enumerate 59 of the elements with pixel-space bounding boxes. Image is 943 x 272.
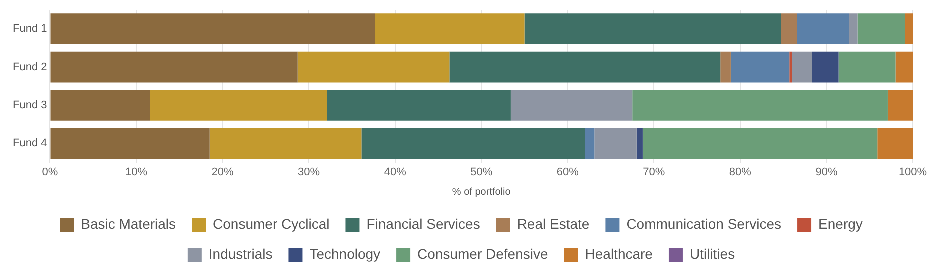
bar bbox=[792, 52, 812, 83]
x-tick-label: 10% bbox=[126, 166, 148, 178]
bar bbox=[896, 52, 913, 83]
bar bbox=[150, 90, 328, 121]
bar bbox=[730, 52, 790, 83]
x-tick-label: 50% bbox=[470, 166, 493, 178]
bar bbox=[632, 90, 888, 121]
bar bbox=[298, 52, 450, 83]
bar bbox=[720, 52, 731, 83]
bar bbox=[524, 14, 781, 45]
x-tick-label: 90% bbox=[816, 166, 838, 178]
bar bbox=[50, 90, 150, 121]
bar bbox=[642, 128, 878, 160]
bar bbox=[327, 90, 511, 121]
bar bbox=[362, 128, 586, 160]
bar bbox=[905, 14, 913, 45]
legend-label: Financial Services bbox=[366, 216, 480, 232]
legend-label: Healthcare bbox=[585, 246, 654, 262]
bar bbox=[636, 128, 643, 160]
x-tick-label: 30% bbox=[298, 166, 320, 178]
x-axis-title: % of portfolio bbox=[452, 186, 512, 198]
bar bbox=[376, 14, 525, 45]
y-tick-label: Fund 2 bbox=[12, 61, 48, 74]
legend-label: Communication Services bbox=[626, 216, 782, 232]
x-tick-label: 40% bbox=[384, 166, 407, 178]
bar bbox=[858, 14, 906, 45]
bar bbox=[585, 128, 595, 160]
bar bbox=[210, 128, 362, 160]
x-tick-label: 70% bbox=[643, 166, 666, 178]
legend-label: Real Estate bbox=[517, 216, 590, 232]
bar bbox=[594, 128, 637, 160]
bar bbox=[50, 52, 298, 83]
x-tick-label: 20% bbox=[212, 166, 234, 178]
legend-label: Consumer Defensive bbox=[418, 246, 548, 262]
y-tick-label: Fund 3 bbox=[12, 100, 48, 112]
bar bbox=[510, 90, 633, 121]
bar bbox=[450, 52, 721, 83]
bar bbox=[50, 14, 376, 45]
legend-label: Consumer Cyclical bbox=[213, 216, 330, 232]
legend-label: Utilities bbox=[690, 246, 736, 262]
legend-label: Basic Materials bbox=[81, 216, 176, 232]
y-tick-label: Fund 1 bbox=[12, 23, 48, 36]
legend-label: Energy bbox=[818, 216, 863, 232]
x-tick-label: 60% bbox=[556, 166, 580, 178]
legend-label: Industrials bbox=[208, 246, 273, 262]
bar bbox=[797, 14, 850, 45]
bar bbox=[878, 128, 913, 160]
y-tick-label: Fund 4 bbox=[12, 138, 48, 150]
x-tick-label: 0% bbox=[42, 166, 58, 178]
bar bbox=[888, 90, 913, 121]
legend-label: Technology bbox=[310, 246, 381, 262]
bar bbox=[849, 14, 858, 45]
bar bbox=[781, 14, 798, 45]
bar bbox=[50, 128, 210, 160]
x-tick-label: 80% bbox=[729, 166, 752, 178]
bar bbox=[812, 52, 839, 83]
bar bbox=[838, 52, 896, 83]
x-tick-label: 100% bbox=[898, 166, 928, 178]
bar bbox=[790, 52, 792, 83]
